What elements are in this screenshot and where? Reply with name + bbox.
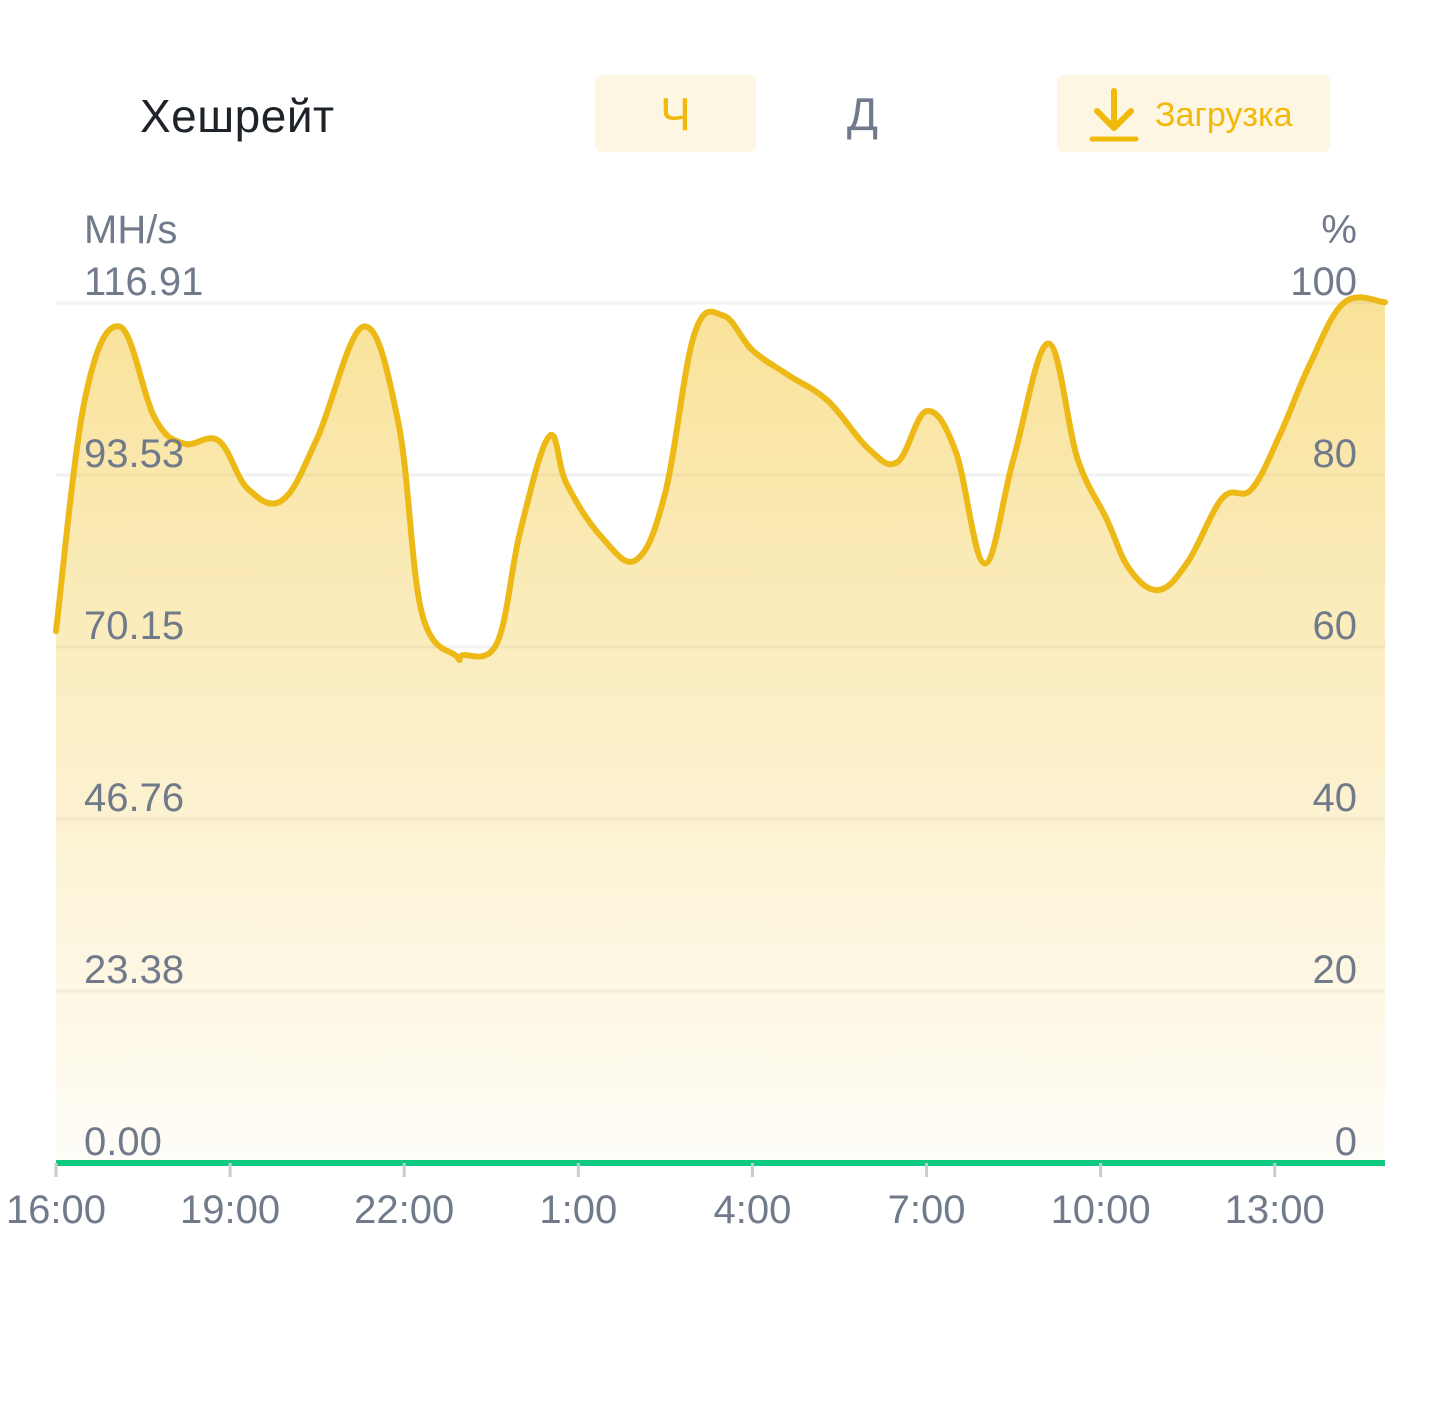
- y-tick-label-right: 80: [1313, 432, 1358, 476]
- tab-day[interactable]: Д: [782, 75, 943, 152]
- y-tick-label-left: 116.91: [84, 260, 203, 304]
- download-button[interactable]: Загрузка: [1057, 75, 1330, 152]
- y-axis-left: 0.00 23.38 46.76 70.15 93.53 116.91 MH/s: [84, 208, 203, 1164]
- chart-title: Хешрейт: [140, 90, 335, 142]
- y-tick-label-left: 46.76: [84, 776, 184, 820]
- tab-hour-label: Ч: [660, 87, 691, 140]
- tab-hour[interactable]: Ч: [595, 75, 756, 152]
- hashrate-chart: 0.00 23.38 46.76 70.15 93.53 116.91 MH/s 0 20 40…: [6, 208, 1388, 1232]
- x-tick-label: 4:00: [713, 1188, 791, 1232]
- x-tick-label: 10:00: [1051, 1188, 1151, 1232]
- y-tick-label-left: 0.00: [84, 1120, 162, 1164]
- series-area: [56, 297, 1385, 1163]
- x-tick-label: 16:00: [6, 1188, 106, 1232]
- series-line: [53, 294, 1388, 664]
- y-axis-right: 0 20 40 60 80 100%: [1290, 208, 1357, 1164]
- y-tick-label-left: 23.38: [84, 948, 184, 992]
- x-tick-label: 22:00: [354, 1188, 454, 1232]
- y-tick-label-right: 0: [1335, 1120, 1357, 1164]
- y-axis-left-unit: MH/s: [84, 208, 177, 252]
- y-tick-label-left: 70.15: [84, 604, 184, 648]
- x-axis: 16:00 19:00 22:00 1:00 4:00 7:00 10:00 13:00: [6, 1163, 1325, 1232]
- y-tick-label-right: 100: [1290, 260, 1357, 304]
- y-tick-label-right: 40: [1313, 776, 1358, 820]
- chart-header: Хешрейт Ч Д Загрузка: [0, 0, 1440, 190]
- y-tick-label-left: 93.53: [84, 432, 184, 476]
- x-tick-label: 1:00: [539, 1188, 617, 1232]
- x-tick-label: 13:00: [1225, 1188, 1325, 1232]
- y-tick-label-right: 60: [1313, 604, 1358, 648]
- y-tick-label-right: 20: [1313, 948, 1358, 992]
- download-icon: [1089, 87, 1139, 143]
- y-axis-right-unit: %: [1321, 208, 1357, 252]
- x-tick-label: 7:00: [888, 1188, 966, 1232]
- download-label: Загрузка: [1155, 96, 1293, 134]
- x-tick-label: 19:00: [180, 1188, 280, 1232]
- tab-day-label: Д: [846, 87, 879, 140]
